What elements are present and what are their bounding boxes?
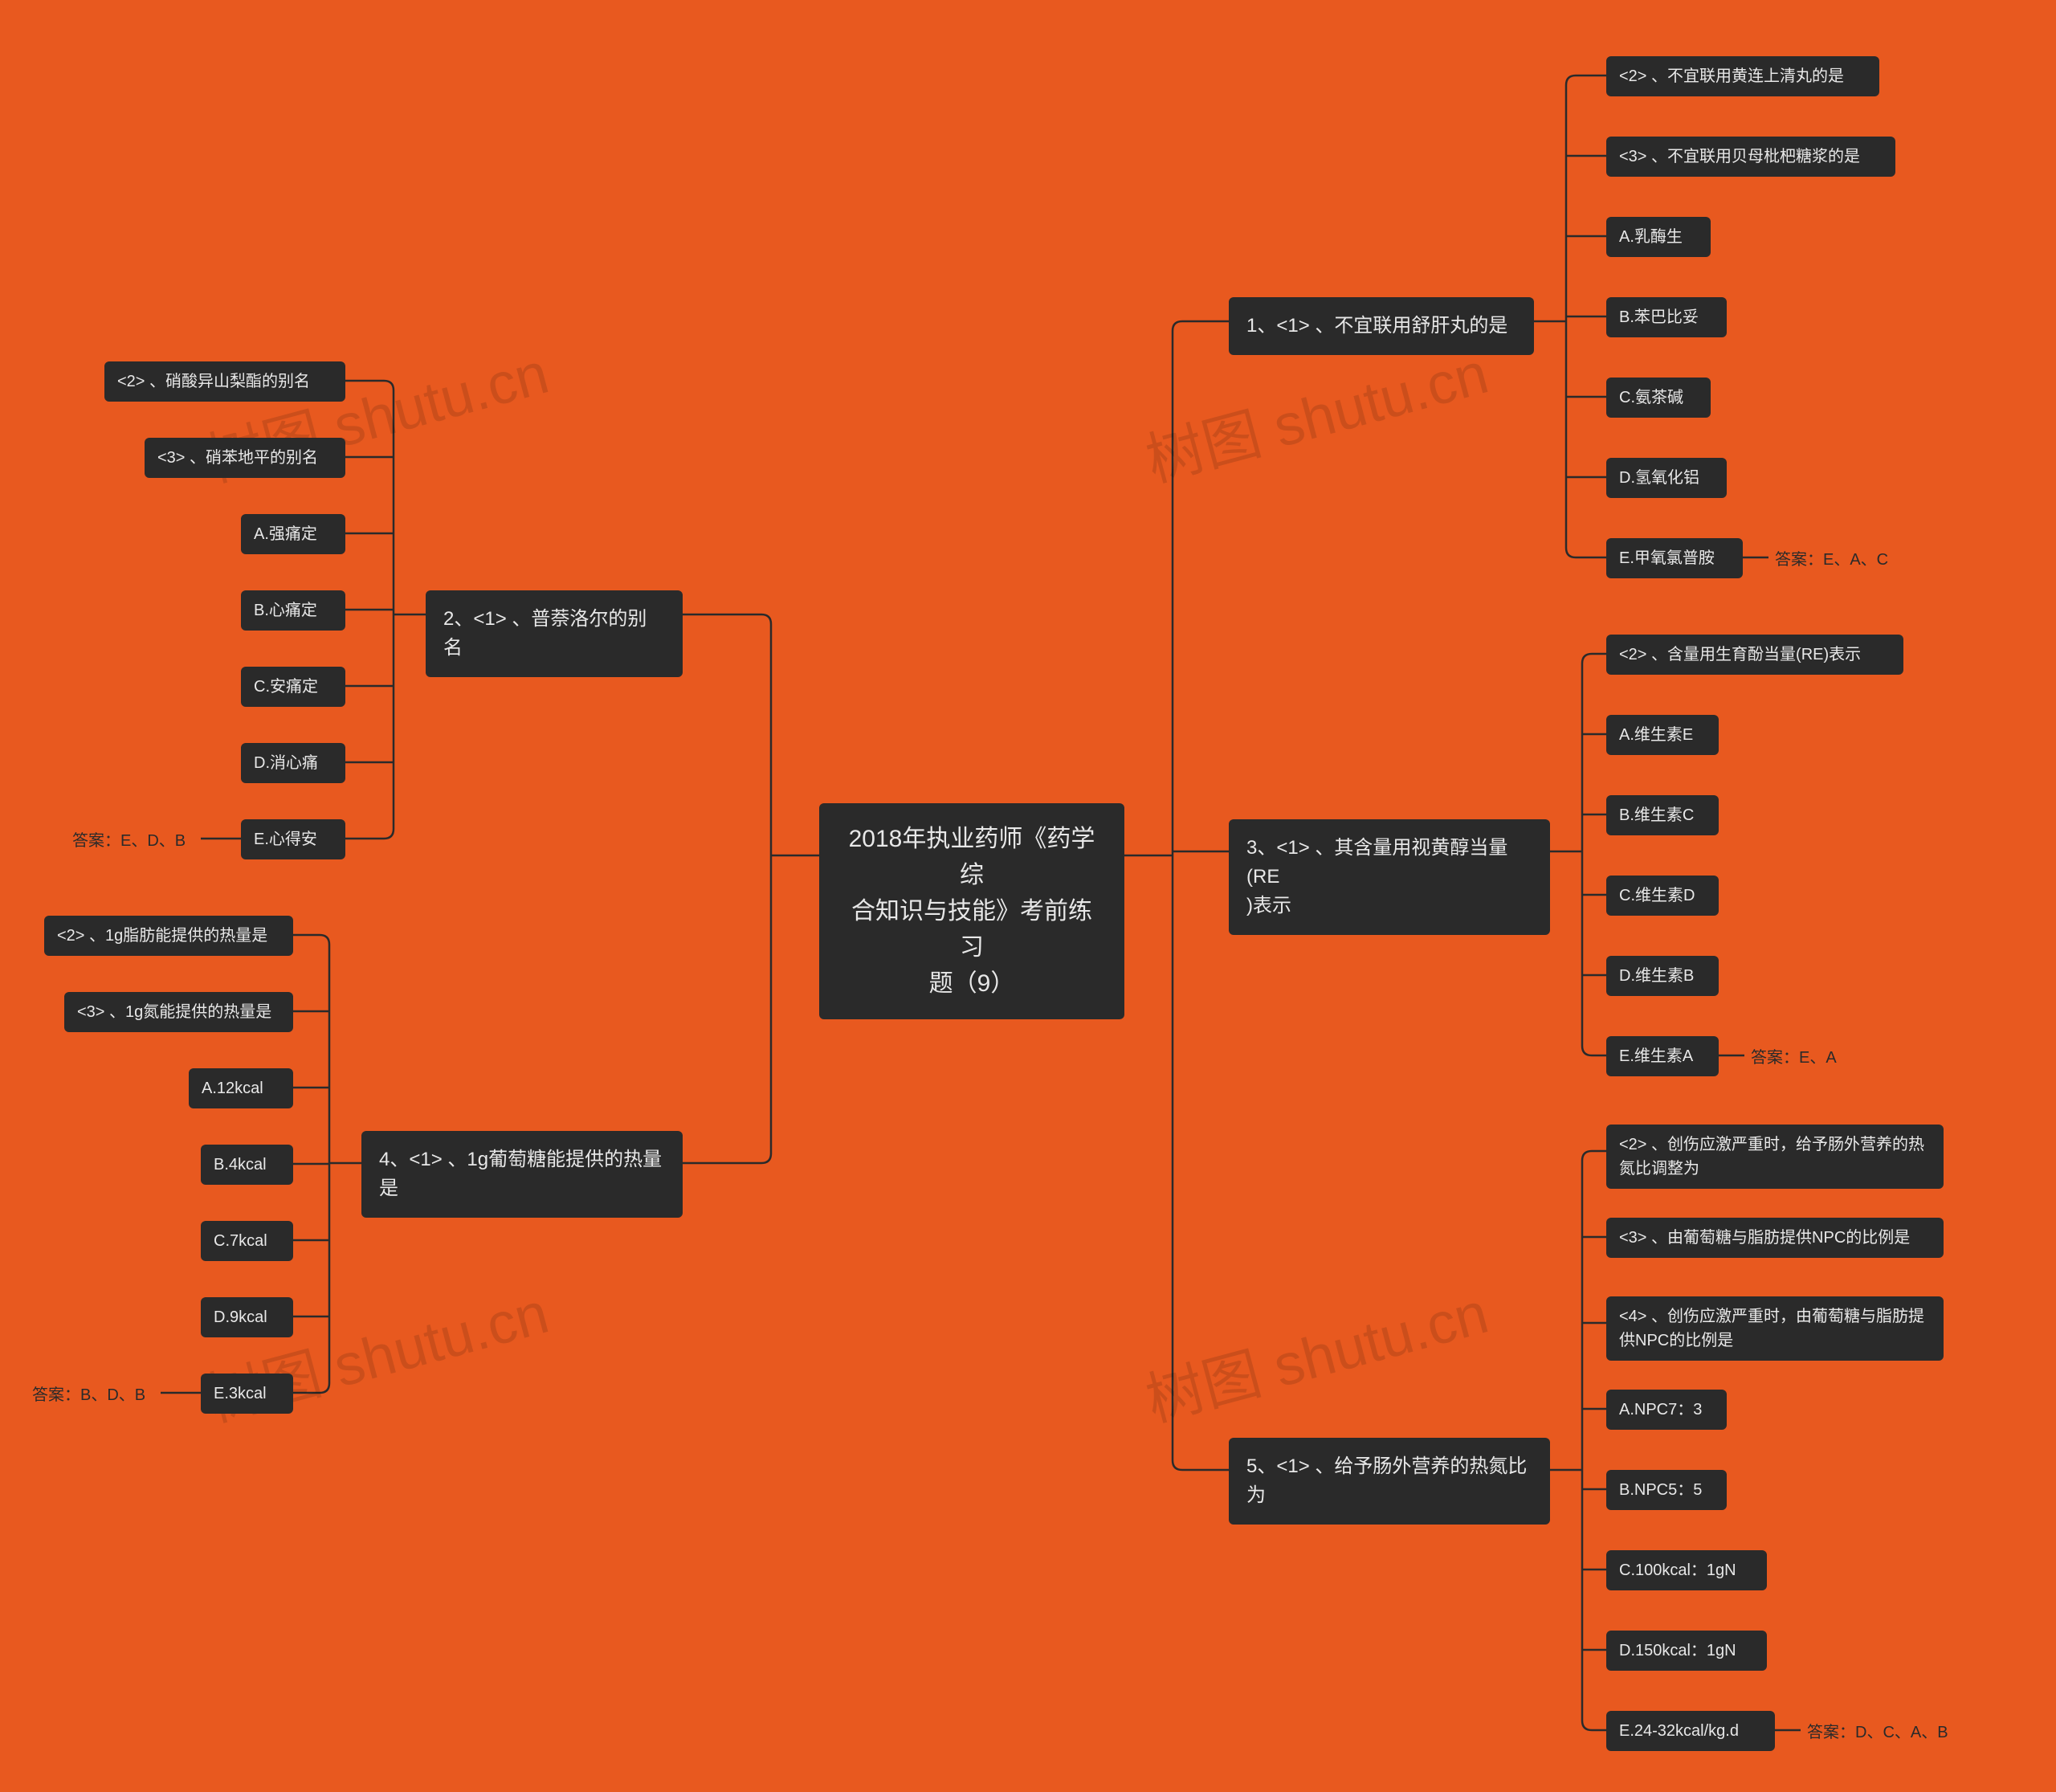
leaf-r5g: D.150kcal：1gN	[1606, 1631, 1767, 1671]
leaf-r5f: C.100kcal：1gN	[1606, 1550, 1767, 1590]
leaf-l4b: <3> 、1g氮能提供的热量是	[64, 992, 293, 1032]
branch-r5: 5、<1> 、给予肠外营养的热氮比 为	[1229, 1438, 1550, 1525]
branch-r1: 1、<1> 、不宜联用舒肝丸的是	[1229, 297, 1534, 355]
leaf-r5b: <3> 、由葡萄糖与脂肪提供NPC的比例是	[1606, 1218, 1944, 1258]
branch-l2: 2、<1> 、普萘洛尔的别名	[426, 590, 683, 677]
leaf-r3b: A.维生素E	[1606, 715, 1719, 755]
leaf-l2f: D.消心痛	[241, 743, 345, 783]
leaf-r1f: D.氢氧化铝	[1606, 458, 1727, 498]
leaf-l2e: C.安痛定	[241, 667, 345, 707]
leaf-r5e: B.NPC5：5	[1606, 1470, 1727, 1510]
leaf-r1e: C.氨茶碱	[1606, 378, 1711, 418]
leaf-l2a: <2> 、硝酸异山梨酯的别名	[104, 361, 345, 402]
leaf-l4c: A.12kcal	[189, 1068, 293, 1108]
leaf-l2g: E.心得安	[241, 819, 345, 859]
root-node: 2018年执业药师《药学综 合知识与技能》考前练习 题（9）	[819, 803, 1124, 1019]
leaf-r3e: D.维生素B	[1606, 956, 1719, 996]
leaf-l4f: D.9kcal	[201, 1297, 293, 1337]
leaf-r3d: C.维生素D	[1606, 876, 1719, 916]
leaf-l4e: C.7kcal	[201, 1221, 293, 1261]
leaf-r3c: B.维生素C	[1606, 795, 1719, 835]
leaf-l4a: <2> 、1g脂肪能提供的热量是	[44, 916, 293, 956]
answer-note-l4g: 答案：B、D、B	[32, 1382, 145, 1405]
leaf-r5h: E.24-32kcal/kg.d	[1606, 1711, 1775, 1751]
answer-note-r5h: 答案：D、C、A、B	[1807, 1719, 1948, 1742]
leaf-l2b: <3> 、硝苯地平的别名	[145, 438, 345, 478]
leaf-r1d: B.苯巴比妥	[1606, 297, 1727, 337]
leaf-l4g: E.3kcal	[201, 1374, 293, 1414]
leaf-r5c: <4> 、创伤应激严重时，由葡萄糖与脂肪提 供NPC的比例是	[1606, 1296, 1944, 1361]
leaf-r3f: E.维生素A	[1606, 1036, 1719, 1076]
leaf-r5d: A.NPC7：3	[1606, 1390, 1727, 1430]
leaf-r1c: A.乳酶生	[1606, 217, 1711, 257]
leaf-r1b: <3> 、不宜联用贝母枇杷糖浆的是	[1606, 137, 1895, 177]
branch-l4: 4、<1> 、1g葡萄糖能提供的热量 是	[361, 1131, 683, 1218]
watermark: 树图 shutu.cn	[1136, 1265, 1496, 1437]
leaf-r1g: E.甲氧氯普胺	[1606, 538, 1743, 578]
leaf-r5a: <2> 、创伤应激严重时，给予肠外营养的热 氮比调整为	[1606, 1125, 1944, 1189]
answer-note-l2g: 答案：E、D、B	[72, 827, 186, 851]
leaf-r3a: <2> 、含量用生育酚当量(RE)表示	[1606, 635, 1903, 675]
leaf-l4d: B.4kcal	[201, 1145, 293, 1185]
branch-r3: 3、<1> 、其含量用视黄醇当量(RE )表示	[1229, 819, 1550, 935]
leaf-l2d: B.心痛定	[241, 590, 345, 631]
answer-note-r3f: 答案：E、A	[1751, 1044, 1837, 1067]
leaf-l2c: A.强痛定	[241, 514, 345, 554]
answer-note-r1g: 答案：E、A、C	[1775, 546, 1888, 569]
leaf-r1a: <2> 、不宜联用黄连上清丸的是	[1606, 56, 1879, 96]
